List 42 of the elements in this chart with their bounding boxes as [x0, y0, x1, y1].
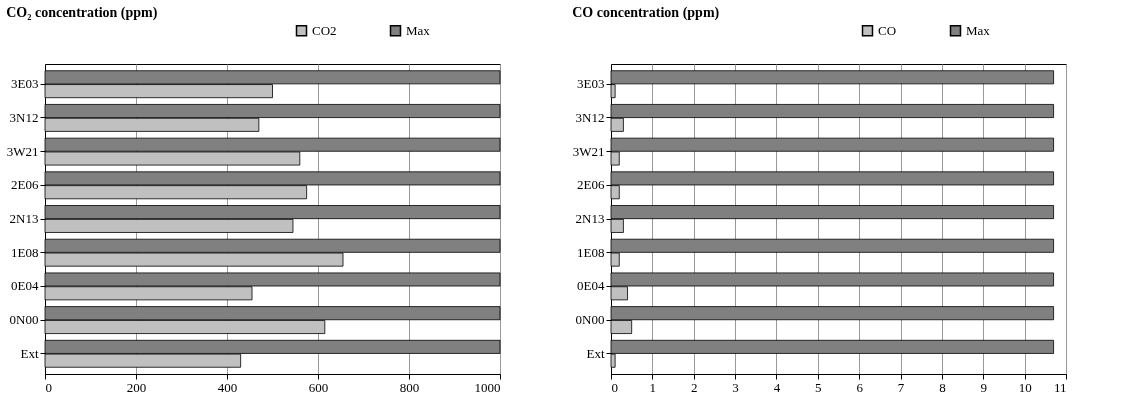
y-tick-label: 2N13	[9, 211, 39, 226]
legend-label: CO2	[312, 22, 337, 38]
chart-title: CO₂ concentration (ppm)	[6, 5, 158, 21]
x-tick-label: 10	[1018, 379, 1032, 395]
y-tick-label: 2N13	[575, 211, 605, 226]
legend-label: Max	[406, 22, 431, 38]
x-tick-label: 1000	[474, 379, 501, 395]
x-tick-label: 200	[126, 379, 147, 395]
y-tick-label: 0N00	[9, 312, 39, 328]
y-tick-label: 3E03	[577, 76, 605, 92]
y-tick-label: 2E06	[11, 177, 39, 193]
y-tick-label: Ext	[586, 345, 605, 361]
x-tick-label: 9	[980, 379, 988, 395]
y-tick-label: 2E06	[577, 177, 605, 193]
y-tick-label: 3N12	[575, 109, 605, 125]
x-tick-label: 1	[649, 379, 657, 395]
y-tick-label: 0N00	[575, 312, 605, 328]
y-tick-label: Ext	[20, 345, 39, 361]
legend-label: CO	[878, 22, 897, 38]
y-tick-label: 3W21	[572, 143, 605, 159]
y-tick-label: 3W21	[6, 143, 39, 159]
x-tick-label: 400	[217, 379, 238, 395]
x-tick-label: 8	[939, 379, 946, 395]
x-tick-label: 4	[773, 379, 781, 395]
chart-title: CO concentration (ppm)	[572, 5, 720, 21]
y-tick-label: 0E04	[577, 278, 605, 294]
y-tick-label: 1E08	[11, 244, 39, 260]
x-tick-label: 800	[399, 379, 420, 395]
y-tick-label: 3N12	[9, 109, 39, 125]
x-tick-label: 600	[308, 379, 329, 395]
x-tick-label: 0	[45, 379, 52, 395]
y-tick-label: 0E04	[11, 278, 39, 294]
x-tick-label: 3	[732, 379, 739, 395]
x-tick-label: 2	[690, 379, 698, 395]
x-tick-label: 5	[815, 379, 822, 395]
y-tick-label: 1E08	[577, 244, 605, 260]
x-tick-label: 6	[856, 379, 864, 395]
x-tick-label: 11	[1053, 379, 1067, 395]
y-tick-label: 3E03	[11, 76, 39, 92]
legend-label: Max	[966, 22, 991, 38]
x-tick-label: 7	[897, 379, 905, 395]
x-tick-label: 0	[611, 379, 618, 395]
